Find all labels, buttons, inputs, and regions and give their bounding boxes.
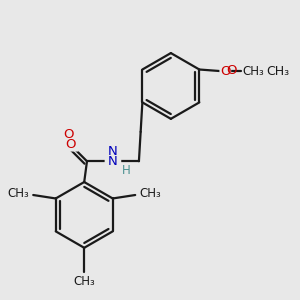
Text: CH₃: CH₃ <box>73 275 95 288</box>
Text: O: O <box>227 64 237 77</box>
Text: O: O <box>220 65 231 78</box>
Text: CH₃: CH₃ <box>243 65 264 78</box>
Text: N: N <box>108 155 118 168</box>
Text: CH₃: CH₃ <box>7 188 29 200</box>
Text: H: H <box>122 164 130 177</box>
FancyBboxPatch shape <box>219 64 231 78</box>
FancyBboxPatch shape <box>62 138 79 152</box>
Text: O: O <box>63 128 74 141</box>
Text: O: O <box>65 138 76 151</box>
Text: CH₃: CH₃ <box>140 188 161 200</box>
Text: N: N <box>108 146 118 158</box>
Text: CH₃: CH₃ <box>266 65 289 78</box>
FancyBboxPatch shape <box>105 154 121 168</box>
